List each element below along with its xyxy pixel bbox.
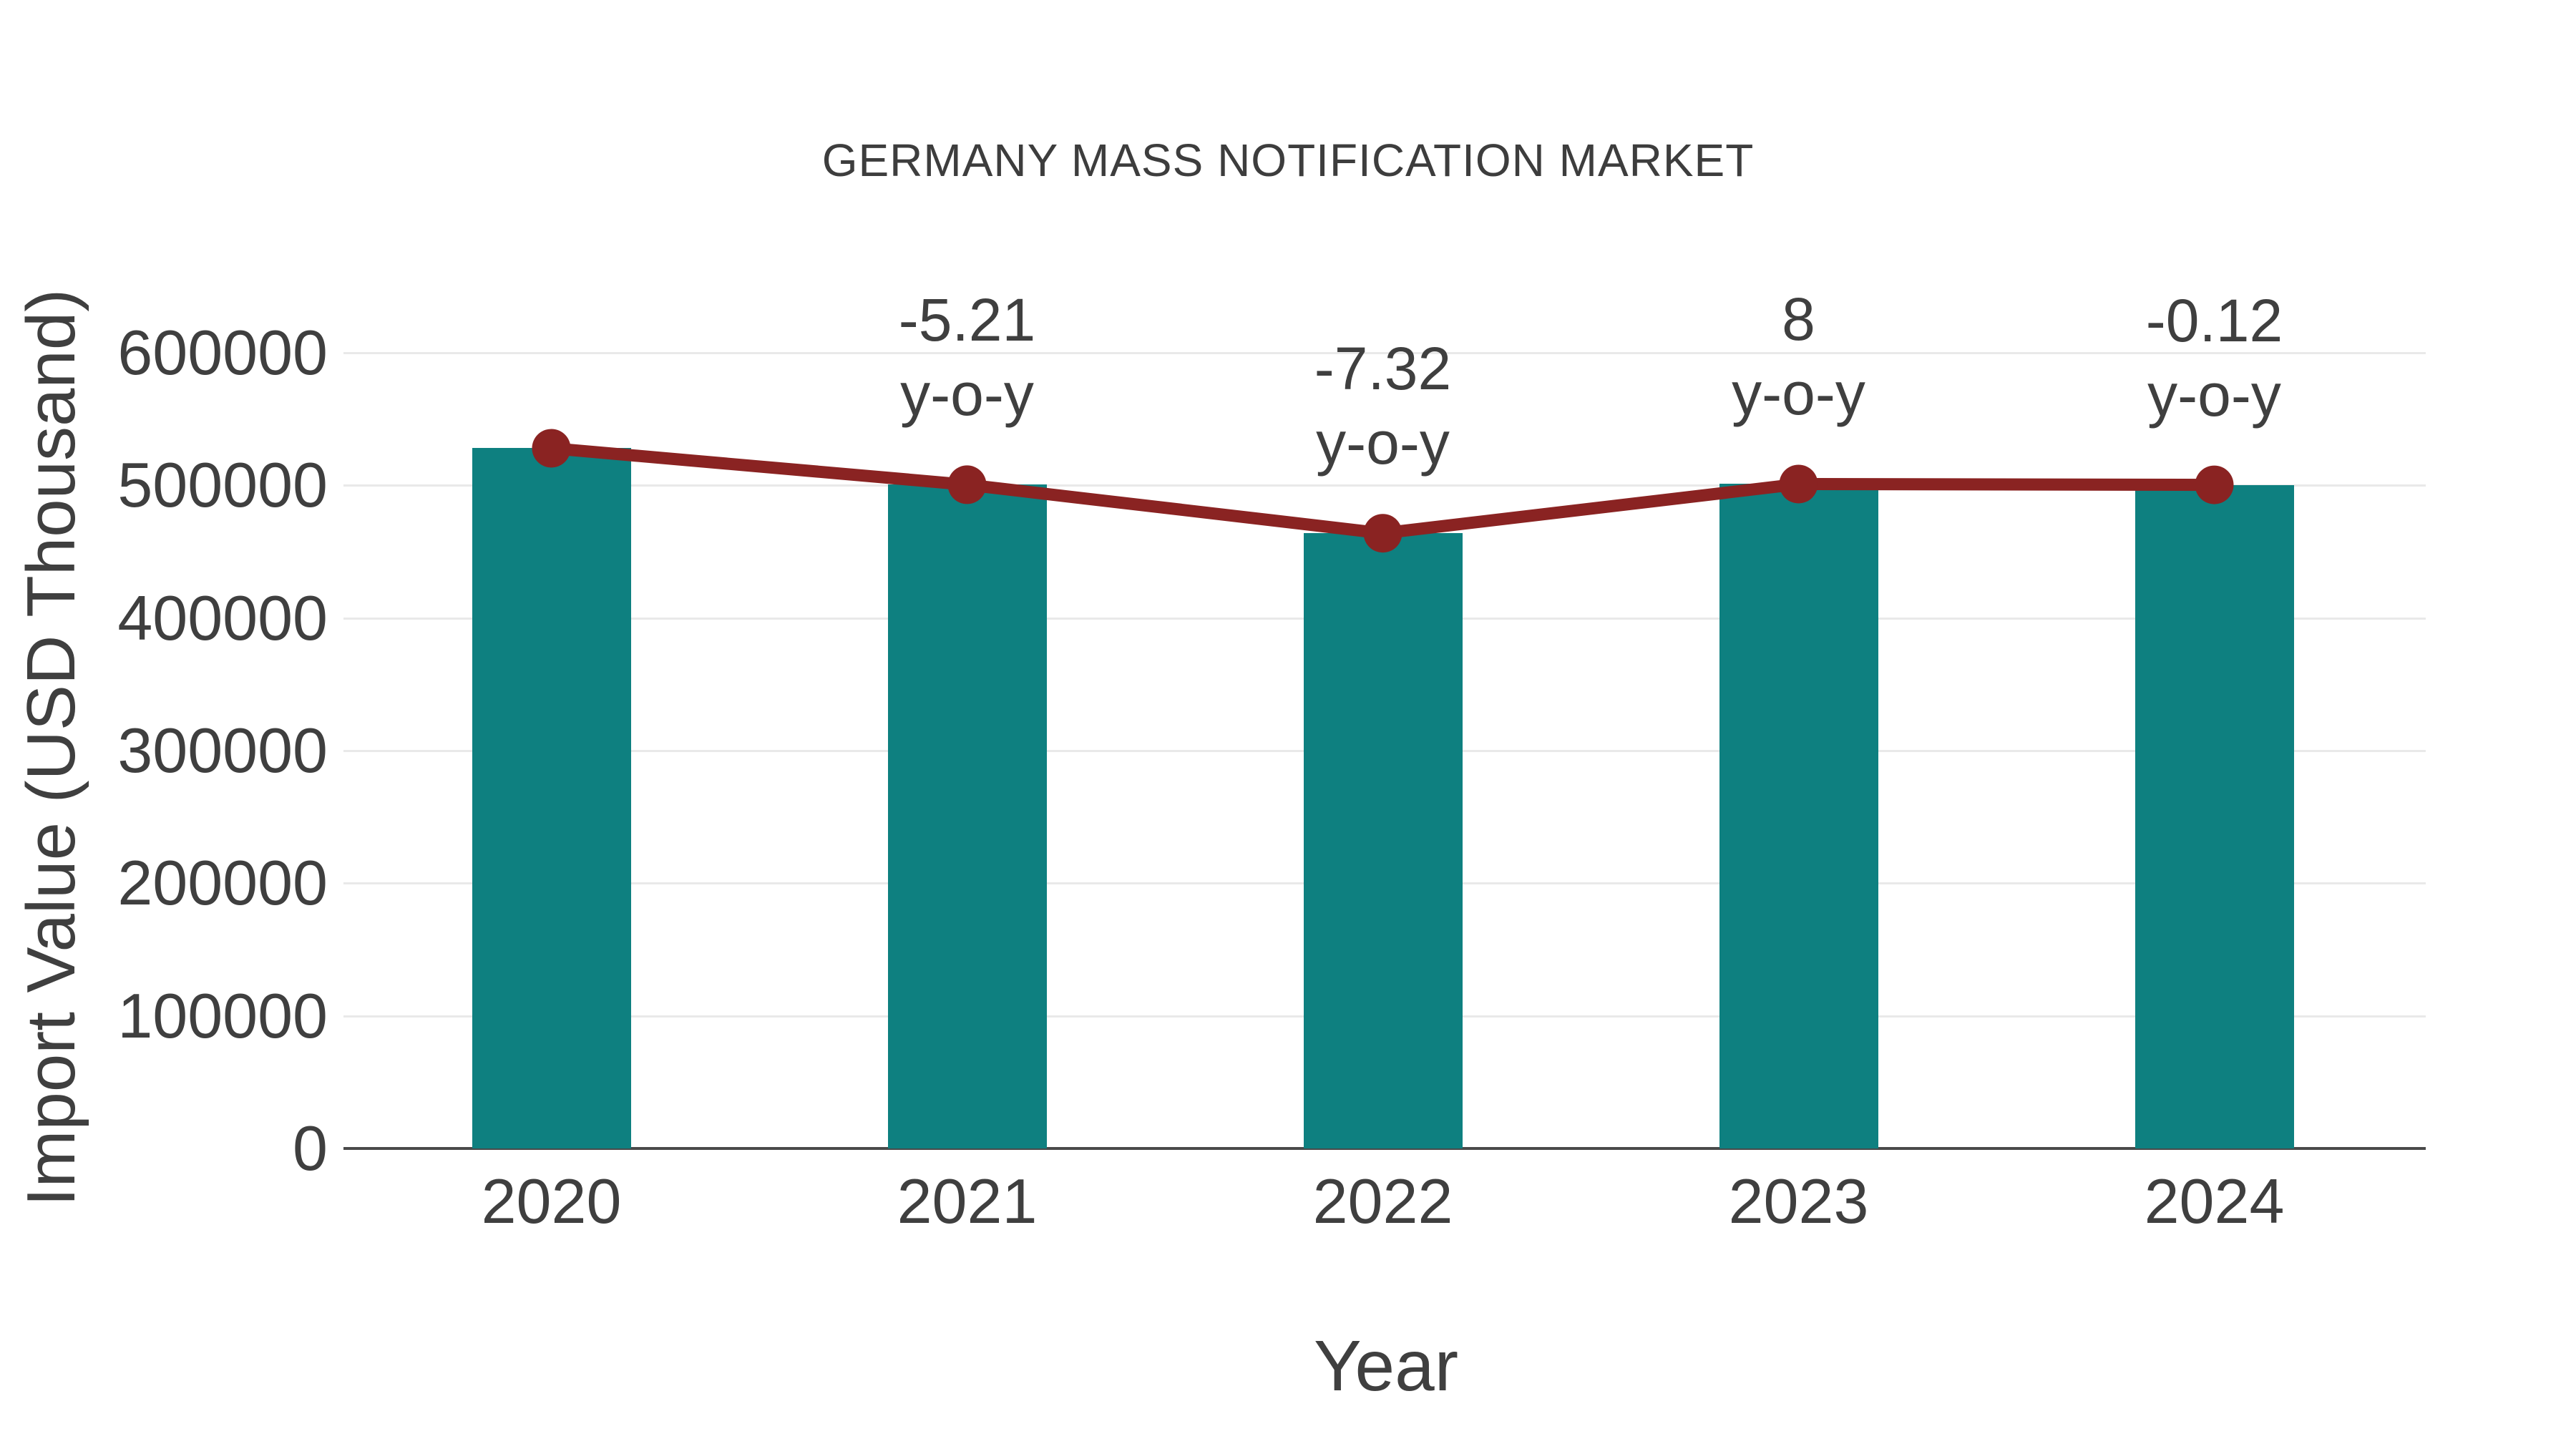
y-tick-label-100000: 100000 — [117, 980, 328, 1051]
y-tick-label-300000: 300000 — [117, 715, 328, 786]
trend-marker-2023 — [1779, 464, 1818, 504]
y-tick-label-400000: 400000 — [117, 582, 328, 653]
y-tick-label-600000: 600000 — [117, 317, 328, 388]
x-axis-title: Year — [1313, 1326, 1459, 1406]
annotation-line: -0.12 — [2145, 286, 2283, 354]
yoy-annotation-2024: -0.12 y-o-y — [2146, 283, 2283, 432]
y-tick-label-500000: 500000 — [117, 449, 328, 521]
x-axis-line — [343, 1147, 2426, 1150]
yoy-annotation-2021: -5.21 y-o-y — [899, 283, 1035, 431]
x-tick-label-2023: 2023 — [1728, 1166, 1869, 1236]
annotation-line: y-o-y — [900, 361, 1034, 429]
x-tick-label-2022: 2022 — [1312, 1166, 1453, 1236]
bar-2020 — [472, 448, 631, 1148]
annotation-line: -5.21 — [898, 286, 1036, 354]
annotation-line: 8 — [1782, 286, 1815, 353]
gridline-600000 — [343, 352, 2426, 354]
x-tick-label-2024: 2024 — [2144, 1166, 2285, 1236]
bar-2022 — [1303, 533, 1463, 1148]
y-tick-label-0: 0 — [293, 1113, 328, 1184]
annotation-line: y-o-y — [1316, 409, 1450, 477]
bar-2021 — [887, 484, 1047, 1148]
yoy-annotation-2022: -7.32 y-o-y — [1314, 331, 1451, 480]
yoy-annotation-2023: 8 y-o-y — [1732, 282, 1865, 431]
trend-marker-2022 — [1363, 514, 1402, 553]
annotation-line: y-o-y — [2147, 361, 2281, 429]
trend-marker-2024 — [2195, 465, 2234, 504]
bar-2023 — [1719, 484, 1878, 1148]
trend-marker-2020 — [532, 429, 571, 468]
bar-2024 — [2135, 484, 2294, 1148]
x-tick-label-2020: 2020 — [481, 1166, 622, 1236]
y-tick-label-200000: 200000 — [117, 847, 328, 919]
gridline-500000 — [343, 484, 2426, 487]
annotation-line: -7.32 — [1314, 335, 1452, 403]
chart-title: GERMANY MASS NOTIFICATION MARKET — [821, 135, 1755, 186]
annotation-line: y-o-y — [1732, 360, 1865, 428]
x-tick-label-2021: 2021 — [897, 1166, 1038, 1236]
trend-marker-2021 — [947, 465, 987, 504]
